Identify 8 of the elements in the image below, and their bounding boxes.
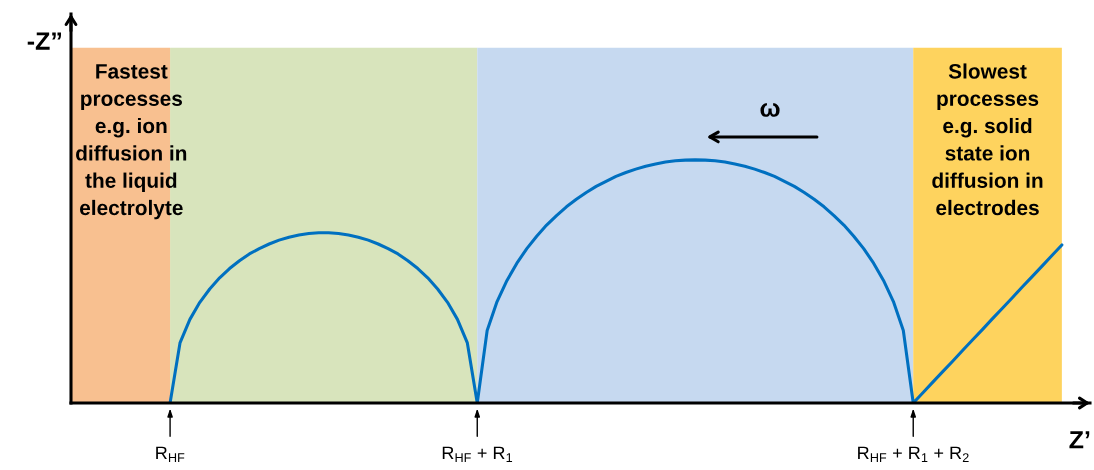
x-tick-label: R$_{HF}$ xyxy=(156,446,185,462)
text: ω xyxy=(760,103,780,117)
x-axis-title: Z’ xyxy=(1069,431,1090,449)
annotation: Slowest processes e.g. solid state ion diffusion in electrodes xyxy=(932,63,1043,216)
x-tick-label: R$_{HF}$ + R$_{1}$ xyxy=(442,446,513,462)
x-tick-label: R$_{HF}$ + R$_{1}$ + R$_{2}$ xyxy=(858,446,969,462)
annotation: Fastest processes e.g. ion diffusion in the liquid electrolyte xyxy=(76,64,187,220)
y-axis-title: -Z” xyxy=(27,32,61,50)
